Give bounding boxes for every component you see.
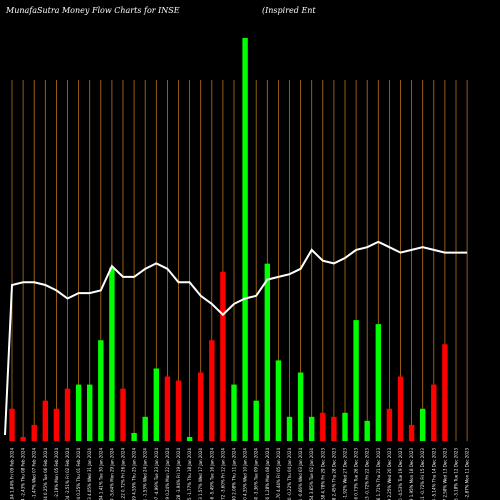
x-tick-label: 3.94 -2.19% Mon 05 Feb 2024: [54, 448, 59, 500]
x-tick-label: 4.18 2.45% Thu 28 Dec 2023: [331, 448, 336, 500]
money-flow-bar: [131, 432, 137, 441]
money-flow-bar: [408, 424, 415, 441]
money-flow-bar: [364, 420, 370, 441]
money-flow-bar: [64, 388, 71, 441]
money-flow-bar: [264, 263, 270, 441]
x-tick-label: 4.04 -2.51% Fri 02 Feb 2024: [65, 448, 70, 500]
x-tick-label: 4.38 4.78% Fri 29 Dec 2023: [320, 448, 325, 500]
x-axis-tick-labels: 4.04 1.84% Fri 09 Feb 2024 4.04 -2.43% Th…: [10, 448, 470, 500]
money-flow-bar: [231, 384, 237, 441]
money-flow-bar: [442, 344, 448, 441]
x-tick-label: 4.60 -3.36% Tue 09 Jan 2024: [254, 448, 259, 500]
money-flow-bar: [142, 416, 148, 441]
x-tick-label: 4.45 -1.77% Thu 18 Jan 2024: [187, 448, 192, 500]
x-tick-label: 4.90 2.08% Thu 11 Jan 2024: [232, 448, 237, 500]
money-flow-bar: [153, 368, 159, 441]
x-tick-label: 4.70 4.44% Fri 05 Jan 2024: [276, 448, 281, 500]
x-tick-label: 4.16 1.71% Thu 21 Dec 2023: [376, 448, 381, 500]
money-flow-bar: [209, 340, 215, 441]
money-flow-bar: [353, 320, 359, 441]
money-flow-bar: [275, 360, 282, 441]
x-tick-label: 4.76 1.28% Mon 08 Jan 2024: [265, 448, 270, 500]
x-tick-label: 4.22 0.72% Fri 26 Jan 2024: [121, 448, 126, 500]
money-flow-bar: [386, 408, 393, 441]
x-tick-label: 4.08 -1.92% Wed 27 Dec 2023: [343, 448, 348, 500]
chart-company: (Inspired Ent: [262, 6, 316, 15]
money-flow-bar: [87, 384, 93, 441]
money-flow-bar: [53, 408, 60, 441]
money-flow-bar: [120, 388, 126, 441]
money-flow-bar: [342, 412, 348, 441]
x-tick-label: 4.37 2.58% Wed 13 Dec 2023: [442, 448, 447, 500]
x-tick-label: 3.99 -5.64% Mon 29 Jan 2024: [109, 448, 114, 500]
x-tick-label: 4.72 -3.60% Fri 12 Jan 2024: [220, 448, 225, 500]
x-tick-label: 4.28 -3.94% Fri 19 Jan 2024: [176, 448, 181, 500]
money-flow-bar: [20, 436, 26, 441]
x-tick-label: 4.80 4.35% Wed 10 Jan 2024: [243, 448, 248, 500]
x-tick-label: 4.04 1.84% Fri 09 Feb 2024: [10, 448, 15, 500]
money-flow-bar: [320, 412, 326, 441]
money-flow-bar: [253, 400, 259, 441]
money-flow-bar: [420, 408, 426, 441]
x-tick-label: 4.14 -5.14% Thu 14 Dec 2023: [431, 448, 436, 500]
chart-title: MunafaSutra Money Flow Charts for INSE: [5, 6, 180, 15]
x-tick-label: 4.46 -5.49% Tue 16 Jan 2024: [209, 448, 214, 500]
money-flow-bar: [375, 324, 381, 441]
x-tick-label: 4.04 -2.43% Thu 08 Feb 2024: [21, 448, 26, 500]
money-flow-bar: [175, 380, 182, 441]
money-flow-bar: [186, 436, 193, 441]
money-flow-bar: [42, 400, 48, 441]
money-flow-bar: [309, 416, 315, 441]
money-flow-bar: [331, 416, 337, 441]
money-flow-bar: [164, 376, 171, 441]
money-flow-bar: [397, 376, 404, 441]
x-tick-label: 4.07 -4.99% Tue 23 Jan 2024: [154, 448, 159, 500]
x-tick-label: 4.26 -3.18% Tue 12 Dec 2023: [454, 448, 459, 500]
x-tick-label: 4.01 -1.53% Wed 24 Jan 2024: [143, 448, 148, 500]
x-tick-label: 4.51 -0.66% Wed 03 Jan 2024: [298, 448, 303, 500]
x-tick-label: 4.53 1.57% Wed 17 Jan 2024: [198, 448, 203, 500]
x-tick-label: 4.50 -0.22% Thu 04 Jan 2024: [287, 448, 292, 500]
money-flow-bar: [242, 38, 248, 441]
x-tick-label: 3.93 4.05% Wed 31 Jan 2024: [87, 448, 92, 500]
x-tick-label: 3.94 0.25% Thu 01 Feb 2024: [76, 448, 81, 500]
x-tick-label: 3.94 -1.47% Wed 07 Feb 2024: [32, 448, 37, 500]
money-flow-bar: [75, 384, 82, 441]
x-tick-label: 4.19 1.95% Mon 18 Dec 2023: [409, 448, 414, 500]
x-tick-label: 4.09 2.25% Wed 20 Dec 2023: [387, 448, 392, 500]
money-flow-bar: [31, 424, 37, 441]
money-flow-line: [4, 240, 468, 436]
money-flow-bar: [98, 340, 104, 441]
money-flow-bar: [109, 267, 115, 441]
x-tick-label: 4.11 -0.72% Fri 15 Dec 2023: [420, 448, 425, 500]
x-tick-label: 4.54 3.65% Tue 02 Jan 2024: [309, 448, 314, 500]
money-flow-bar: [198, 372, 204, 441]
money-flow-bar: [220, 271, 226, 441]
money-flow-bars: [9, 38, 448, 441]
x-tick-label: 4.29 0.24% Mon 22 Jan 2024: [165, 448, 170, 500]
x-tick-label: 4.13 -0.72% Fri 22 Dec 2023: [365, 448, 370, 500]
money-flow-bar: [297, 372, 304, 441]
money-flow-bar: [431, 384, 437, 441]
money-flow-bar: [286, 416, 293, 441]
x-tick-label: 4.19 4.55% Thu 25 Jan 2024: [132, 448, 137, 500]
x-tick-label: 4.04 1.41% Tue 30 Jan 2024: [98, 448, 103, 500]
x-tick-label: 4.40 -2.87% Mon 11 Dec 2023: [465, 448, 470, 500]
x-tick-label: 4.16 0.73% Tue 26 Dec 2023: [354, 448, 359, 500]
money-flow-bar: [9, 408, 15, 441]
x-tick-label: 4.00 -4.53% Tue 19 Dec 2023: [398, 448, 403, 500]
x-tick-label: 4.04 0.25% Tue 06 Feb 2024: [43, 448, 48, 500]
